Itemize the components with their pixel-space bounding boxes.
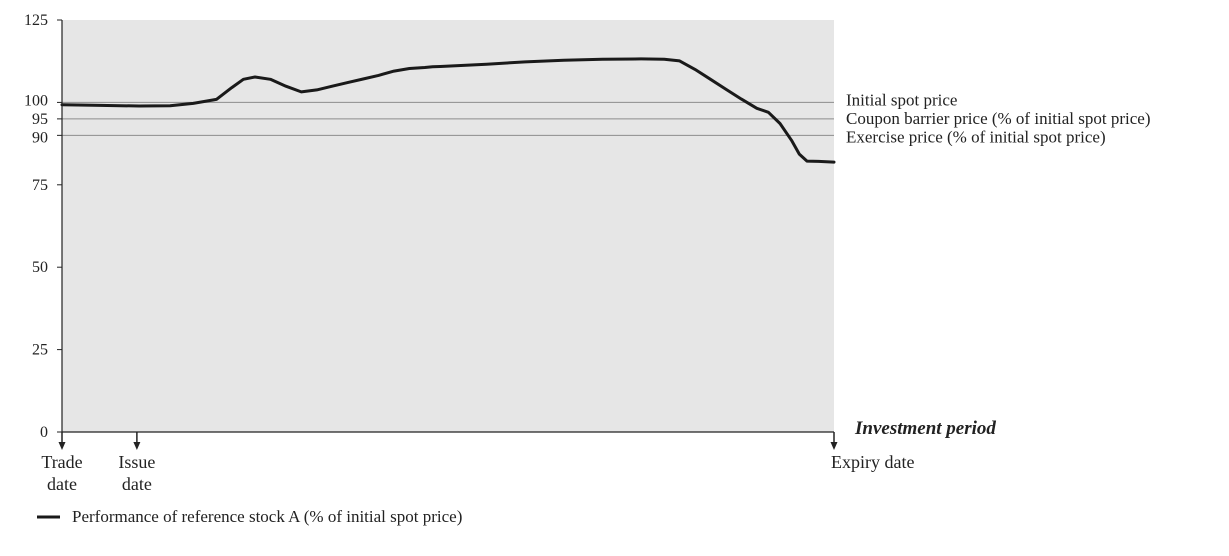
y-tick-label-125: 125 (24, 12, 48, 29)
series-layer (60, 57, 836, 164)
legend: Performance of reference stock A (% of i… (37, 507, 462, 526)
expiry-date-label: Expiry date (831, 452, 914, 472)
y-tick-label-0: 0 (40, 424, 48, 441)
x-axis-title: Investment period (854, 418, 996, 439)
plot-area-background (62, 20, 834, 432)
trade-date-arrow-head (58, 442, 66, 450)
y-tick-label-95: 95 (32, 111, 48, 128)
issue-date-arrow-head (133, 442, 141, 450)
legend-label: Performance of reference stock A (% of i… (72, 507, 462, 526)
y-tick-label-25: 25 (32, 342, 48, 359)
ref-label-exercise-price-of-initial-spot-price: Exercise price (% of initial spot price) (846, 127, 1106, 146)
issue-date-label: Issue date (118, 452, 155, 494)
y-tick-label-50: 50 (32, 259, 48, 276)
trade-date-label: Trade date (41, 452, 82, 494)
series-line-0 (60, 57, 836, 164)
y-tick-label-75: 75 (32, 177, 48, 194)
ref-label-coupon-barrier-price-of-initial-spot-price: Coupon barrier price (% of initial spot … (846, 109, 1150, 128)
y-tick-label-100: 100 (24, 92, 48, 109)
expiry-date-arrow-head (830, 442, 838, 450)
date-markers: Trade date Issue date Expiry date (41, 432, 914, 494)
ref-label-initial-spot-price: Initial spot price (846, 90, 957, 109)
y-tick-label-90: 90 (32, 129, 48, 146)
